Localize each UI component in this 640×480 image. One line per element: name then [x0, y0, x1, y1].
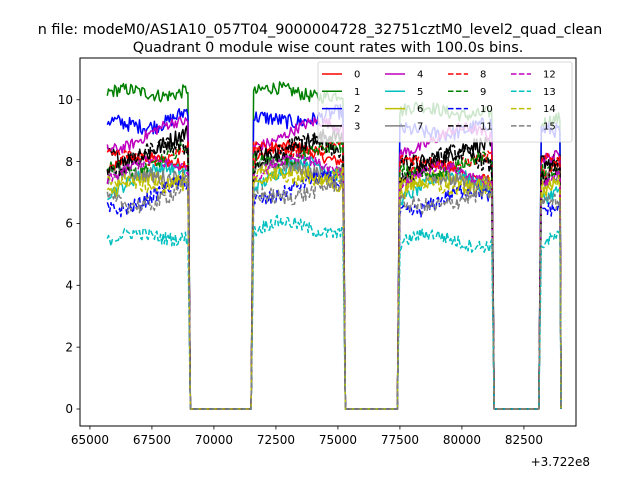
x-tick-label: 75000 — [319, 433, 357, 447]
x-tick-label: 65000 — [71, 433, 109, 447]
x-tick-label: 80000 — [443, 433, 481, 447]
legend-label-13: 13 — [543, 87, 556, 98]
legend-label-6: 6 — [417, 104, 423, 115]
legend-label-3: 3 — [354, 121, 360, 132]
legend-label-4: 4 — [417, 70, 423, 81]
y-tick-label: 8 — [65, 155, 73, 169]
legend-label-10: 10 — [480, 104, 493, 115]
legend-label-14: 14 — [543, 104, 556, 115]
legend-label-11: 11 — [480, 121, 493, 132]
y-axis: 0 2 4 6 8 10 — [58, 93, 80, 416]
x-tick-label: 67500 — [133, 433, 171, 447]
legend-label-7: 7 — [417, 121, 423, 132]
axes-frame — [79, 57, 577, 427]
legend-frame — [317, 61, 573, 143]
y-tick-label: 6 — [65, 217, 73, 231]
legend-label-2: 2 — [354, 104, 360, 115]
figure-suptitle: n file: modeM0/AS1A10_057T04_9000004728_… — [38, 22, 603, 38]
series-line-13 — [106, 214, 562, 410]
series-layer — [106, 81, 562, 410]
series-line-11 — [106, 132, 562, 410]
x-tick-label: 72500 — [257, 433, 295, 447]
legend-label-8: 8 — [480, 70, 486, 81]
y-tick-label: 2 — [65, 340, 73, 354]
series-line-8 — [106, 140, 562, 410]
legend-label-12: 12 — [543, 70, 556, 81]
x-tick-label: 82500 — [505, 433, 543, 447]
y-tick-label: 0 — [65, 402, 73, 416]
x-tick-label: 70000 — [195, 433, 233, 447]
series-line-15 — [106, 175, 562, 410]
x-axis-offset-text: +3.722e8 — [531, 455, 590, 469]
y-tick-label: 10 — [58, 93, 73, 107]
y-tick-label: 4 — [65, 278, 73, 292]
legend-label-0: 0 — [354, 70, 360, 81]
legend-label-5: 5 — [417, 87, 423, 98]
series-line-14 — [106, 165, 562, 410]
series-line-12 — [106, 153, 562, 410]
legend-label-9: 9 — [480, 87, 486, 98]
x-tick-label: 77500 — [381, 433, 419, 447]
legend-label-15: 15 — [543, 121, 556, 132]
x-axis: 65000 67500 70000 72500 75000 77500 80000 82500 — [71, 426, 543, 447]
series-line-9 — [106, 139, 562, 410]
chart-title: Quadrant 0 module wise count rates with … — [133, 40, 524, 56]
legend-label-1: 1 — [354, 87, 360, 98]
